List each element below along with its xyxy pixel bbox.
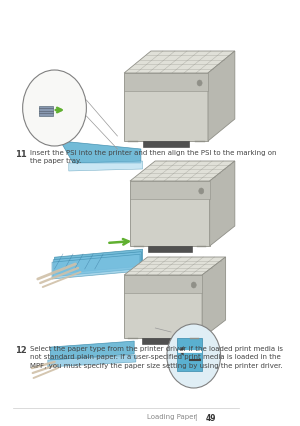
Polygon shape	[130, 181, 210, 246]
Polygon shape	[202, 257, 226, 338]
Polygon shape	[124, 73, 208, 91]
Circle shape	[22, 70, 86, 146]
Polygon shape	[52, 254, 140, 279]
Polygon shape	[50, 341, 134, 360]
Circle shape	[199, 188, 204, 194]
Polygon shape	[124, 275, 202, 293]
Polygon shape	[177, 338, 202, 371]
Polygon shape	[124, 275, 202, 338]
Circle shape	[167, 324, 220, 388]
Text: Select the paper type from the printer driver if the loaded print media is
not s: Select the paper type from the printer d…	[30, 346, 283, 369]
Polygon shape	[69, 161, 142, 171]
Polygon shape	[60, 141, 141, 163]
Text: 12: 12	[15, 346, 27, 355]
Bar	[148, 246, 192, 252]
Polygon shape	[178, 346, 184, 356]
Text: 49: 49	[206, 414, 216, 423]
Polygon shape	[208, 51, 235, 141]
Polygon shape	[124, 51, 235, 73]
Bar	[39, 106, 53, 116]
Polygon shape	[130, 161, 235, 181]
Text: 11: 11	[15, 150, 27, 159]
Text: Loading Paper: Loading Paper	[147, 414, 196, 420]
Text: Insert the PSI into the printer and then align the PSI to the marking on
the pap: Insert the PSI into the printer and then…	[30, 150, 277, 164]
Circle shape	[197, 80, 202, 86]
Polygon shape	[124, 73, 208, 141]
Bar	[142, 338, 184, 344]
Polygon shape	[53, 252, 141, 276]
Circle shape	[191, 282, 196, 288]
Bar	[143, 141, 189, 147]
Polygon shape	[210, 161, 235, 246]
Text: |: |	[194, 414, 196, 421]
Polygon shape	[48, 355, 136, 367]
Polygon shape	[130, 181, 210, 199]
Polygon shape	[124, 257, 226, 275]
Polygon shape	[55, 249, 142, 274]
